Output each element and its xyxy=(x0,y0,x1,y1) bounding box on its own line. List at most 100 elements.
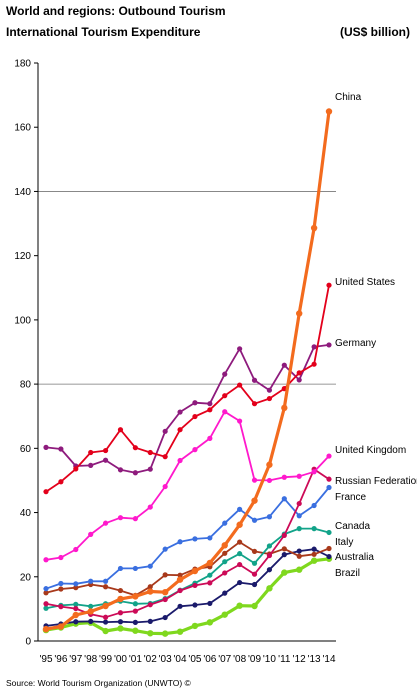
x-tick-label: '12 xyxy=(293,654,306,665)
data-point-australia xyxy=(266,567,273,573)
data-point-australia xyxy=(281,552,287,558)
data-point-germany xyxy=(326,342,332,348)
series-united-states xyxy=(43,282,332,495)
data-point-italy xyxy=(296,553,302,559)
data-point-united-states xyxy=(147,449,153,456)
chart-subtitle: International Tourism Expenditure xyxy=(6,25,201,39)
data-point-united-states xyxy=(311,361,317,367)
x-tick-label: '03 xyxy=(159,654,172,665)
data-point-china xyxy=(132,593,139,600)
data-point-united-kingdom xyxy=(251,477,258,483)
source-note: Source: World Tourism Organization (UNWT… xyxy=(6,678,191,688)
series-label-australia: Australia xyxy=(335,552,374,563)
data-point-united-states xyxy=(266,395,273,402)
data-point-italy xyxy=(117,587,124,594)
data-point-australia xyxy=(117,619,124,625)
x-tick-label: '97 xyxy=(69,654,82,665)
y-tick-label: 140 xyxy=(14,187,31,198)
data-point-germany xyxy=(102,457,109,463)
data-point-italy xyxy=(281,546,287,552)
series-line-china xyxy=(44,109,331,631)
data-point-united-states xyxy=(58,479,64,485)
x-tick-label: '11 xyxy=(278,654,291,665)
data-point-china xyxy=(176,576,184,583)
series-china xyxy=(42,108,333,633)
x-tick-label: '99 xyxy=(99,654,112,665)
series-line-germany xyxy=(45,343,330,474)
data-point-united-kingdom xyxy=(266,477,273,484)
x-tick-label: '08 xyxy=(233,654,246,665)
x-tick-label: '05 xyxy=(188,654,201,665)
series-label-brazil: Brazil xyxy=(335,568,360,579)
series-united-kingdom xyxy=(43,409,332,563)
data-point-canada xyxy=(251,560,258,566)
data-point-russian-federation xyxy=(117,610,124,616)
series-label-germany: Germany xyxy=(335,338,376,349)
data-point-france xyxy=(281,496,287,502)
data-point-brazil xyxy=(310,557,318,564)
data-point-canada xyxy=(207,572,213,578)
series-australia xyxy=(43,546,332,629)
data-point-france xyxy=(162,546,168,552)
data-point-china xyxy=(42,625,50,633)
data-point-australia xyxy=(73,619,79,625)
data-point-united-states xyxy=(237,382,243,388)
data-point-australia xyxy=(147,618,153,625)
data-point-russian-federation xyxy=(132,608,138,614)
series-brazil xyxy=(42,555,333,637)
data-point-united-states xyxy=(43,489,49,495)
data-point-china xyxy=(191,567,199,575)
data-point-italy xyxy=(237,539,243,545)
x-tick-label: '13 xyxy=(308,654,321,665)
data-point-russian-federation xyxy=(162,596,168,603)
data-point-australia xyxy=(326,553,332,560)
data-point-canada xyxy=(266,543,273,549)
data-point-united-states xyxy=(251,401,258,407)
data-point-united-states xyxy=(296,370,302,376)
data-point-russian-federation xyxy=(73,605,79,612)
data-point-germany xyxy=(117,467,124,473)
data-point-italy xyxy=(251,548,258,555)
y-tick-label: 60 xyxy=(20,444,32,455)
data-point-russian-federation xyxy=(281,532,287,538)
data-point-united-states xyxy=(73,466,79,472)
data-point-france xyxy=(296,513,302,519)
data-point-united-states xyxy=(177,427,183,433)
data-point-brazil xyxy=(236,602,243,609)
data-point-brazil xyxy=(176,628,184,635)
data-point-brazil xyxy=(251,602,258,610)
data-point-united-states xyxy=(132,445,138,451)
data-point-france xyxy=(207,535,213,541)
series-label-italy: Italy xyxy=(335,537,353,548)
data-point-united-kingdom xyxy=(147,504,153,510)
data-point-china xyxy=(117,595,124,603)
series-france xyxy=(43,484,332,592)
data-point-china xyxy=(325,108,333,115)
x-tick-label: '06 xyxy=(203,654,216,665)
series-label-united-states: United States xyxy=(335,277,395,288)
series-label-china: China xyxy=(335,92,362,103)
y-tick-label: 0 xyxy=(25,637,31,648)
series-germany xyxy=(43,342,332,476)
data-point-russian-federation xyxy=(147,602,153,608)
data-point-france xyxy=(73,581,79,587)
data-point-france xyxy=(311,502,317,509)
x-tick-label: '95 xyxy=(39,654,52,665)
data-point-australia xyxy=(222,590,228,596)
data-point-france xyxy=(147,563,153,569)
y-tick-label: 20 xyxy=(20,572,32,583)
data-point-france xyxy=(88,578,94,584)
series-label-canada: Canada xyxy=(335,521,370,532)
data-point-germany xyxy=(207,401,213,407)
data-point-china xyxy=(251,497,258,504)
data-point-brazil xyxy=(117,625,124,632)
data-point-united-kingdom xyxy=(237,418,243,424)
data-point-russian-federation xyxy=(177,587,183,594)
data-point-united-kingdom xyxy=(192,447,198,453)
data-point-australia xyxy=(296,548,302,554)
unit-label: (US$ billion) xyxy=(340,25,410,39)
y-tick-label: 160 xyxy=(14,123,31,134)
data-point-united-states xyxy=(88,449,94,456)
series-label-united-kingdom: United Kingdom xyxy=(335,445,406,456)
data-point-germany xyxy=(311,344,317,350)
